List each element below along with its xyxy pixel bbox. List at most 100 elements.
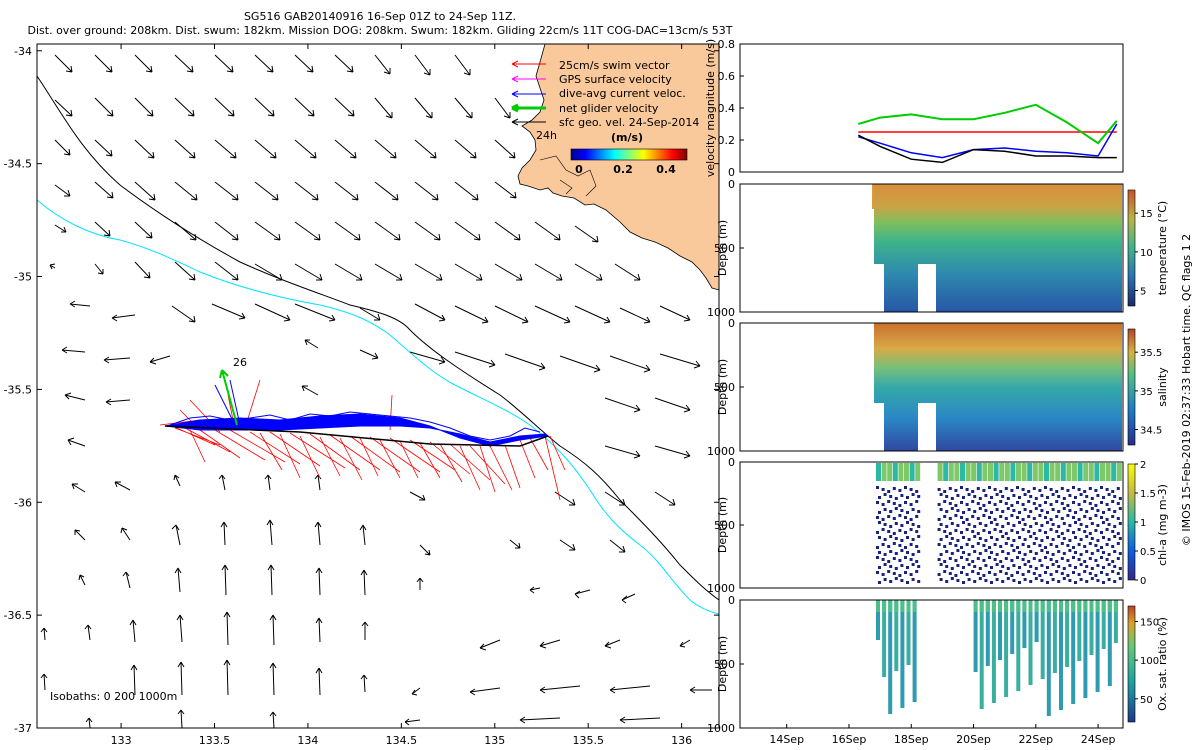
dac-vectors — [169, 379, 541, 441]
oxygen-profile — [1083, 600, 1088, 698]
chlorophyll-colorbar-label: chl-a (mg m-3) — [1156, 484, 1169, 566]
chl-point — [1079, 538, 1083, 541]
chl-point — [1077, 543, 1081, 546]
oxygen-surface-point — [906, 600, 911, 612]
colorbar-tick-label: 0 — [1140, 576, 1146, 587]
chl-surface-point — [1100, 463, 1105, 481]
chl-point — [982, 514, 986, 517]
chl-point — [1057, 495, 1061, 498]
chl-point — [1066, 559, 1070, 562]
oxygen-profile — [906, 600, 911, 665]
chl-point — [876, 516, 879, 519]
chl-point — [1088, 487, 1092, 490]
chl-point — [904, 501, 907, 504]
chl-point — [898, 559, 902, 562]
chl-point — [1062, 577, 1066, 580]
chl-point — [943, 570, 947, 573]
chl-point — [973, 535, 977, 538]
chl-point — [976, 532, 980, 535]
chl-point — [1010, 574, 1014, 577]
chl-point — [1032, 542, 1036, 545]
chl-point — [1040, 564, 1044, 567]
chl-point — [894, 552, 898, 555]
chl-point — [881, 573, 885, 576]
chl-point — [1083, 530, 1087, 533]
chl-point — [1027, 560, 1031, 563]
chl-point — [1057, 565, 1061, 568]
chl-point — [954, 514, 958, 517]
oxygen-surface-point — [979, 600, 984, 612]
chl-point — [1049, 528, 1053, 531]
chl-point — [1105, 558, 1109, 561]
oxygen-surface-point — [1004, 600, 1009, 612]
chl-point — [1012, 579, 1016, 582]
chl-point — [1060, 517, 1064, 520]
chl-point — [960, 556, 963, 559]
chl-point — [915, 545, 919, 548]
legend-24h-label: 24h — [536, 129, 557, 142]
copyright-side-label: © IMOS 15-Feb-2019 02:37:33 Hobart time.… — [1180, 234, 1193, 546]
map-panel: 26 25cm/s swim vector GPS surface veloci… — [4, 43, 720, 747]
velocity-y-tick-label: 0.8 — [718, 38, 736, 51]
chl-point — [1062, 552, 1066, 555]
chl-point — [1021, 558, 1025, 561]
chl-point — [909, 518, 913, 521]
chl-point — [917, 525, 921, 528]
chl-point — [1107, 563, 1111, 566]
chl-point — [1113, 525, 1117, 528]
chl-point — [906, 581, 909, 584]
chl-point — [900, 564, 904, 567]
chl-point — [1032, 557, 1036, 560]
chl-point — [1057, 510, 1061, 513]
chl-point — [878, 521, 881, 524]
chl-point — [945, 565, 949, 568]
map-y-tick-label: -35.5 — [4, 383, 32, 396]
chl-point — [1083, 515, 1087, 518]
chl-point — [1029, 510, 1033, 513]
chl-point — [1105, 528, 1109, 531]
chl-point — [887, 560, 891, 563]
oxygen-profile — [888, 600, 893, 714]
map-x-tick-label: 136 — [671, 734, 692, 747]
oxygen-profile — [1040, 600, 1045, 679]
chl-point — [1016, 571, 1019, 574]
chl-point — [1116, 542, 1120, 545]
chl-point — [881, 488, 885, 491]
chl-point — [1074, 551, 1077, 554]
chl-point — [950, 552, 954, 555]
oxygen-surface-point — [1016, 600, 1021, 612]
chl-point — [1032, 572, 1036, 575]
oxygen-surface-point — [876, 600, 880, 612]
oxygen-surface-point — [991, 600, 996, 612]
chl-point — [937, 558, 941, 561]
chl-point — [883, 538, 887, 541]
chl-point — [898, 504, 902, 507]
salinity-colorbar — [1127, 328, 1136, 446]
map-legend: 25cm/s swim vector GPS surface velocity … — [511, 59, 699, 176]
chl-point — [1021, 488, 1025, 491]
chl-point — [965, 558, 969, 561]
oxygen-surface-point — [912, 600, 917, 612]
chl-point — [1010, 504, 1014, 507]
chl-point — [976, 487, 980, 490]
depth-tick-label: 1000 — [707, 306, 735, 319]
velocity-y-tick-label: 0.4 — [718, 102, 736, 115]
chl-point — [973, 550, 977, 553]
chl-point — [984, 494, 988, 497]
chl-point — [1060, 487, 1064, 490]
chl-point — [937, 518, 941, 521]
chl-point — [945, 525, 949, 528]
chl-surface-point — [1094, 463, 1100, 481]
colorbar-tick-label: 100 — [1140, 656, 1159, 667]
chl-point — [1034, 497, 1038, 500]
chl-point — [995, 578, 999, 581]
chlorophyll-panel: 0 500 1000 Depth (m) chl-a (mg m-3) — [707, 456, 1169, 595]
chl-point — [1051, 523, 1055, 526]
chl-point — [1088, 572, 1092, 575]
oxygen-surface-point — [1089, 600, 1094, 612]
chl-point — [906, 521, 909, 524]
chl-point — [1032, 487, 1036, 490]
chl-point — [939, 563, 943, 566]
chl-surface-point — [960, 463, 965, 481]
chl-point — [911, 538, 915, 541]
